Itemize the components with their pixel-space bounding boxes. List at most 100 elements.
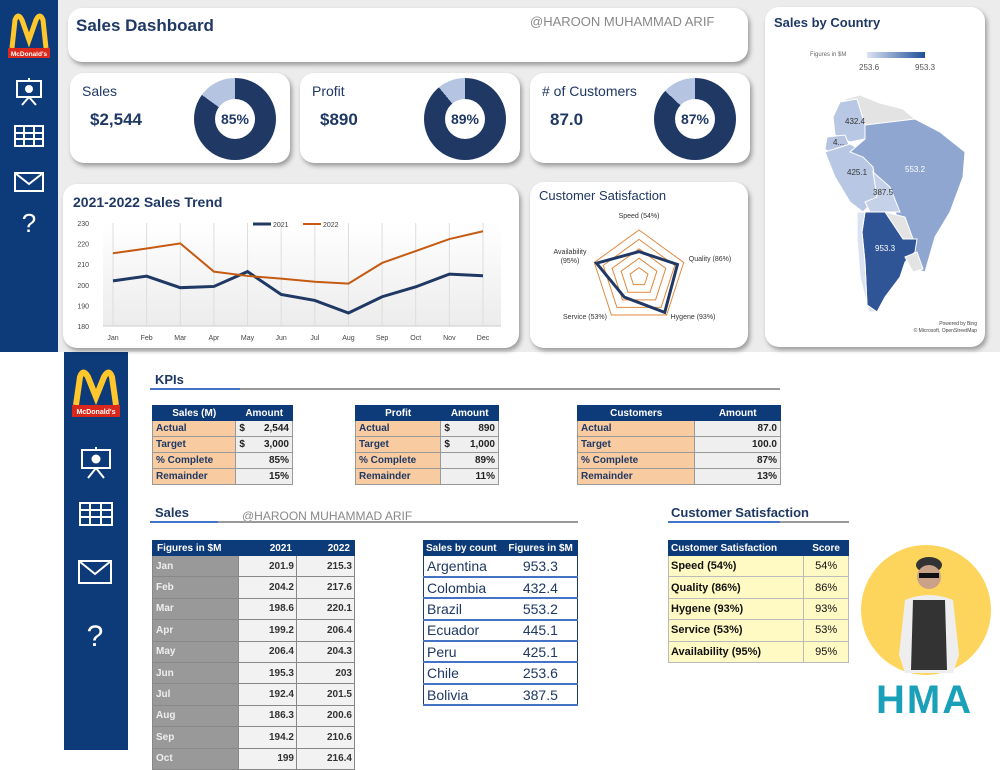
y-tick-label: 220 xyxy=(77,242,89,249)
author-avatar xyxy=(861,545,991,675)
value-2021: 192.4 xyxy=(238,683,297,706)
country: Colombia xyxy=(423,576,504,600)
x-tick-label: Jul xyxy=(310,335,319,342)
value-2022: 216.4 xyxy=(296,747,355,770)
table-icon[interactable] xyxy=(79,502,113,526)
row-label: Actual xyxy=(151,420,237,437)
section-heading-sales: Sales xyxy=(155,505,189,520)
value-2021: 186.3 xyxy=(238,704,297,728)
satisfaction-card: Customer Satisfaction Speed (54%) Quality… xyxy=(530,182,748,348)
month: Jul xyxy=(152,683,239,706)
table-row: Actual $890 xyxy=(354,420,499,437)
satisfaction-table: Customer Satisfaction Score Speed (54%) 54… xyxy=(667,540,849,663)
row-value: 1,000 xyxy=(454,436,499,453)
month: May xyxy=(152,640,239,663)
table-row: Colombia 432.4 xyxy=(423,576,578,600)
radar-label: Service (53%) xyxy=(563,314,607,321)
row-value: 15% xyxy=(235,468,293,485)
table-row: Feb 204.2 217.6 xyxy=(152,576,355,599)
table-row: Apr 199.2 206.4 xyxy=(152,619,355,642)
table-row: Mar 198.6 220.1 xyxy=(152,597,355,621)
series-line-2021 xyxy=(112,269,484,315)
radar-label: Speed (54%) xyxy=(619,213,660,220)
sidebar xyxy=(0,0,58,352)
row-value: 89% xyxy=(440,452,499,469)
row-label: % Complete xyxy=(151,452,237,469)
donut-chart: 87% xyxy=(654,78,736,160)
table-row: Brazil 553.2 xyxy=(423,598,578,621)
y-tick-label: 210 xyxy=(77,262,89,269)
value-2021: 199.2 xyxy=(238,619,297,642)
row-label: Remainder xyxy=(151,468,237,485)
table-row: Target $1,000 xyxy=(354,436,499,453)
score: 86% xyxy=(803,576,849,599)
x-tick-label: Dec xyxy=(477,335,490,342)
mail-icon[interactable] xyxy=(78,560,112,584)
currency: $ xyxy=(440,420,455,437)
x-tick-label: Jun xyxy=(276,335,287,342)
line-chart: Jan Feb Mar Apr May Jun Jul Aug Sep Oct Nov Dec 180 1… xyxy=(77,221,501,342)
row-value: 13% xyxy=(694,468,781,485)
map-credit: Powered by Bing xyxy=(939,321,977,327)
table-row: Quality (86%) 86% xyxy=(667,576,849,599)
sales-trend-card: 2021-2022 Sales Trend Jan Feb Mar Apr May Jun… xyxy=(63,184,519,348)
country-value: 953.3 xyxy=(503,555,578,578)
monthly-sales-table: Figures in $M 2021 2022 Jan 201.9 215.3 Feb 20… xyxy=(152,540,355,770)
table-row: Remainder 13% xyxy=(576,468,781,485)
kpi-value: $890 xyxy=(320,110,358,129)
month: Sep xyxy=(152,726,239,749)
presentation-icon[interactable] xyxy=(80,447,112,479)
row-value: 890 xyxy=(454,420,499,437)
help-icon[interactable]: ? xyxy=(86,620,104,653)
table-row: % Complete 87% xyxy=(576,452,781,469)
value-2021: 199 xyxy=(238,747,297,770)
map-credit: © Microsoft, OpenStreetMap xyxy=(913,328,977,334)
row-label: % Complete xyxy=(576,452,696,469)
row-label: Target xyxy=(354,436,442,453)
svg-text:McDonald's: McDonald's xyxy=(11,51,48,58)
donut-chart: 89% xyxy=(424,78,506,160)
radar-label: Availability xyxy=(554,249,587,256)
table-row: Bolivia 387.5 xyxy=(423,683,578,707)
value-2022: 210.6 xyxy=(296,726,355,749)
help-icon[interactable]: ? xyxy=(21,208,37,238)
mail-icon[interactable] xyxy=(14,172,44,192)
value-2021: 204.2 xyxy=(238,576,297,599)
table-row: Sep 194.2 210.6 xyxy=(152,726,355,749)
month: Mar xyxy=(152,597,239,621)
score: 95% xyxy=(803,640,849,663)
x-tick-label: May xyxy=(241,335,255,342)
map-label-brazil: 553.2 xyxy=(905,165,926,174)
donut-chart: 85% xyxy=(194,78,276,160)
row-label: Remainder xyxy=(576,468,696,485)
south-america-map: 432.4 4... 425.1 553.2 387.5 953.3 xyxy=(824,94,966,313)
table-row: Ecuador 445.1 xyxy=(423,619,578,643)
table-icon[interactable] xyxy=(14,125,44,147)
table-row: Argentina 953.3 xyxy=(423,555,578,578)
value-2022: 217.6 xyxy=(296,576,355,599)
donut-label: 85% xyxy=(215,99,255,139)
watermark: @HAROON MUHAMMAD ARIF xyxy=(530,14,715,29)
country: Peru xyxy=(423,641,504,664)
x-tick-label: Aug xyxy=(342,335,355,342)
row-label: Target xyxy=(151,436,237,453)
mcdonalds-logo-lower: McDonald's xyxy=(72,369,120,417)
country: Ecuador xyxy=(423,619,504,643)
kpi-card-sales: Sales $2,544 85% xyxy=(70,73,290,163)
y-tick-label: 230 xyxy=(77,221,89,228)
month: Oct xyxy=(152,747,239,770)
series-line-2022 xyxy=(112,230,484,285)
presentation-icon[interactable] xyxy=(15,78,43,106)
chart-title: 2021-2022 Sales Trend xyxy=(73,194,223,210)
radar-gridline xyxy=(593,229,685,316)
title-card: Sales Dashboard @HAROON MUHAMMAD ARIF xyxy=(68,8,748,62)
score: 93% xyxy=(803,597,849,621)
divider xyxy=(668,521,849,523)
currency: $ xyxy=(235,420,250,437)
map-label-peru: 425.1 xyxy=(847,168,868,177)
country: Chile xyxy=(423,662,504,685)
table-row: Actual $2,544 xyxy=(151,420,293,437)
radar-label: Hygene (93%) xyxy=(671,314,716,321)
kpi-value: 87.0 xyxy=(550,110,584,129)
country-value: 432.4 xyxy=(503,576,578,600)
